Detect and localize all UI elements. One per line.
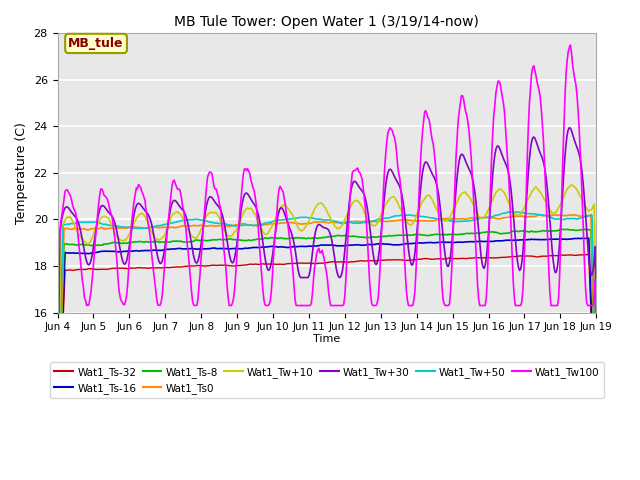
- Wat1_Tw+50: [580, 214, 588, 220]
- Line: Wat1_Tw+50: Wat1_Tw+50: [58, 212, 596, 456]
- Wat1_Tw+50: [495, 212, 503, 217]
- Wat1_Tw+10: [345, 207, 353, 213]
- Wat1_Ts-8: [54, 461, 61, 467]
- Wat1_Ts-32: [313, 261, 321, 266]
- Wat1_Tw100: [593, 403, 600, 409]
- Wat1_Ts-16: [593, 444, 600, 450]
- Legend: Wat1_Ts-32, Wat1_Ts-16, Wat1_Ts-8, Wat1_Ts0, Wat1_Tw+10, Wat1_Tw+30, Wat1_Tw+50,: Wat1_Ts-32, Wat1_Ts-16, Wat1_Ts-8, Wat1_…: [51, 362, 604, 398]
- Title: MB Tule Tower: Open Water 1 (3/19/14-now): MB Tule Tower: Open Water 1 (3/19/14-now…: [175, 15, 479, 29]
- Wat1_Ts-16: [54, 451, 61, 457]
- Y-axis label: Temperature (C): Temperature (C): [15, 122, 28, 224]
- Wat1_Tw+10: [568, 182, 575, 188]
- Wat1_Ts-8: [593, 417, 600, 422]
- Wat1_Tw100: [310, 277, 317, 283]
- Wat1_Ts-16: [495, 238, 503, 244]
- Wat1_Ts-8: [563, 227, 571, 232]
- Wat1_Ts-32: [345, 259, 353, 265]
- Wat1_Ts0: [593, 407, 600, 413]
- Wat1_Ts-32: [580, 252, 588, 258]
- Wat1_Tw+10: [374, 219, 382, 225]
- Wat1_Tw+30: [310, 241, 317, 247]
- Line: Wat1_Tw+10: Wat1_Tw+10: [58, 185, 596, 458]
- Wat1_Tw+10: [593, 360, 600, 366]
- Line: Wat1_Ts-8: Wat1_Ts-8: [58, 229, 596, 464]
- Wat1_Tw+50: [54, 453, 61, 459]
- Wat1_Tw100: [566, 42, 574, 48]
- Wat1_Tw+50: [345, 220, 353, 226]
- Wat1_Tw+50: [313, 216, 321, 222]
- Line: Wat1_Ts-16: Wat1_Ts-16: [58, 238, 596, 454]
- Wat1_Ts-16: [374, 241, 382, 247]
- Wat1_Tw+30: [580, 197, 588, 203]
- Wat1_Ts0: [587, 212, 595, 217]
- Wat1_Ts-16: [580, 235, 588, 241]
- Wat1_Ts0: [374, 219, 382, 225]
- Wat1_Ts-32: [310, 261, 317, 266]
- Wat1_Ts-16: [310, 243, 317, 249]
- Wat1_Ts-8: [313, 236, 321, 241]
- Wat1_Tw+30: [313, 225, 321, 230]
- Wat1_Tw100: [374, 295, 382, 301]
- Wat1_Ts0: [345, 219, 353, 225]
- Wat1_Ts-8: [374, 234, 382, 240]
- Wat1_Tw+10: [495, 186, 503, 192]
- Wat1_Ts-16: [585, 235, 593, 241]
- Wat1_Tw100: [580, 260, 588, 266]
- Wat1_Tw+50: [374, 216, 382, 222]
- Wat1_Ts-32: [495, 255, 503, 261]
- Wat1_Tw+10: [580, 202, 588, 208]
- Wat1_Tw100: [345, 213, 353, 219]
- Wat1_Tw+10: [54, 456, 61, 461]
- Wat1_Ts-8: [495, 230, 503, 236]
- Wat1_Ts0: [310, 219, 317, 225]
- Wat1_Ts0: [54, 454, 61, 459]
- Line: Wat1_Tw+30: Wat1_Tw+30: [58, 128, 596, 463]
- Wat1_Ts-32: [374, 258, 382, 264]
- Wat1_Ts-16: [313, 243, 321, 249]
- Wat1_Ts0: [580, 213, 588, 219]
- Line: Wat1_Ts-32: Wat1_Ts-32: [58, 254, 596, 464]
- Wat1_Ts-8: [310, 235, 317, 240]
- Wat1_Tw+30: [345, 202, 353, 208]
- Wat1_Tw+30: [54, 460, 61, 466]
- Wat1_Tw+10: [310, 209, 317, 215]
- Wat1_Tw+10: [313, 203, 321, 209]
- Wat1_Tw100: [495, 78, 503, 84]
- Wat1_Tw+50: [310, 215, 317, 221]
- Wat1_Tw+50: [505, 209, 513, 215]
- Wat1_Tw+50: [593, 400, 600, 406]
- Wat1_Ts0: [313, 219, 321, 225]
- Wat1_Tw+30: [566, 125, 573, 131]
- X-axis label: Time: Time: [314, 334, 340, 344]
- Wat1_Ts0: [495, 216, 503, 222]
- Wat1_Ts-32: [54, 461, 61, 467]
- Wat1_Tw+30: [495, 144, 503, 150]
- Text: MB_tule: MB_tule: [68, 37, 124, 50]
- Wat1_Ts-32: [584, 252, 591, 257]
- Wat1_Tw+30: [374, 255, 382, 261]
- Wat1_Ts-16: [345, 242, 353, 248]
- Wat1_Ts-8: [580, 227, 588, 232]
- Wat1_Tw100: [313, 250, 321, 256]
- Wat1_Ts-8: [345, 233, 353, 239]
- Wat1_Ts-32: [593, 453, 600, 458]
- Line: Wat1_Ts0: Wat1_Ts0: [58, 215, 596, 456]
- Wat1_Tw+30: [593, 348, 600, 353]
- Wat1_Tw100: [54, 398, 61, 404]
- Line: Wat1_Tw100: Wat1_Tw100: [58, 45, 596, 406]
